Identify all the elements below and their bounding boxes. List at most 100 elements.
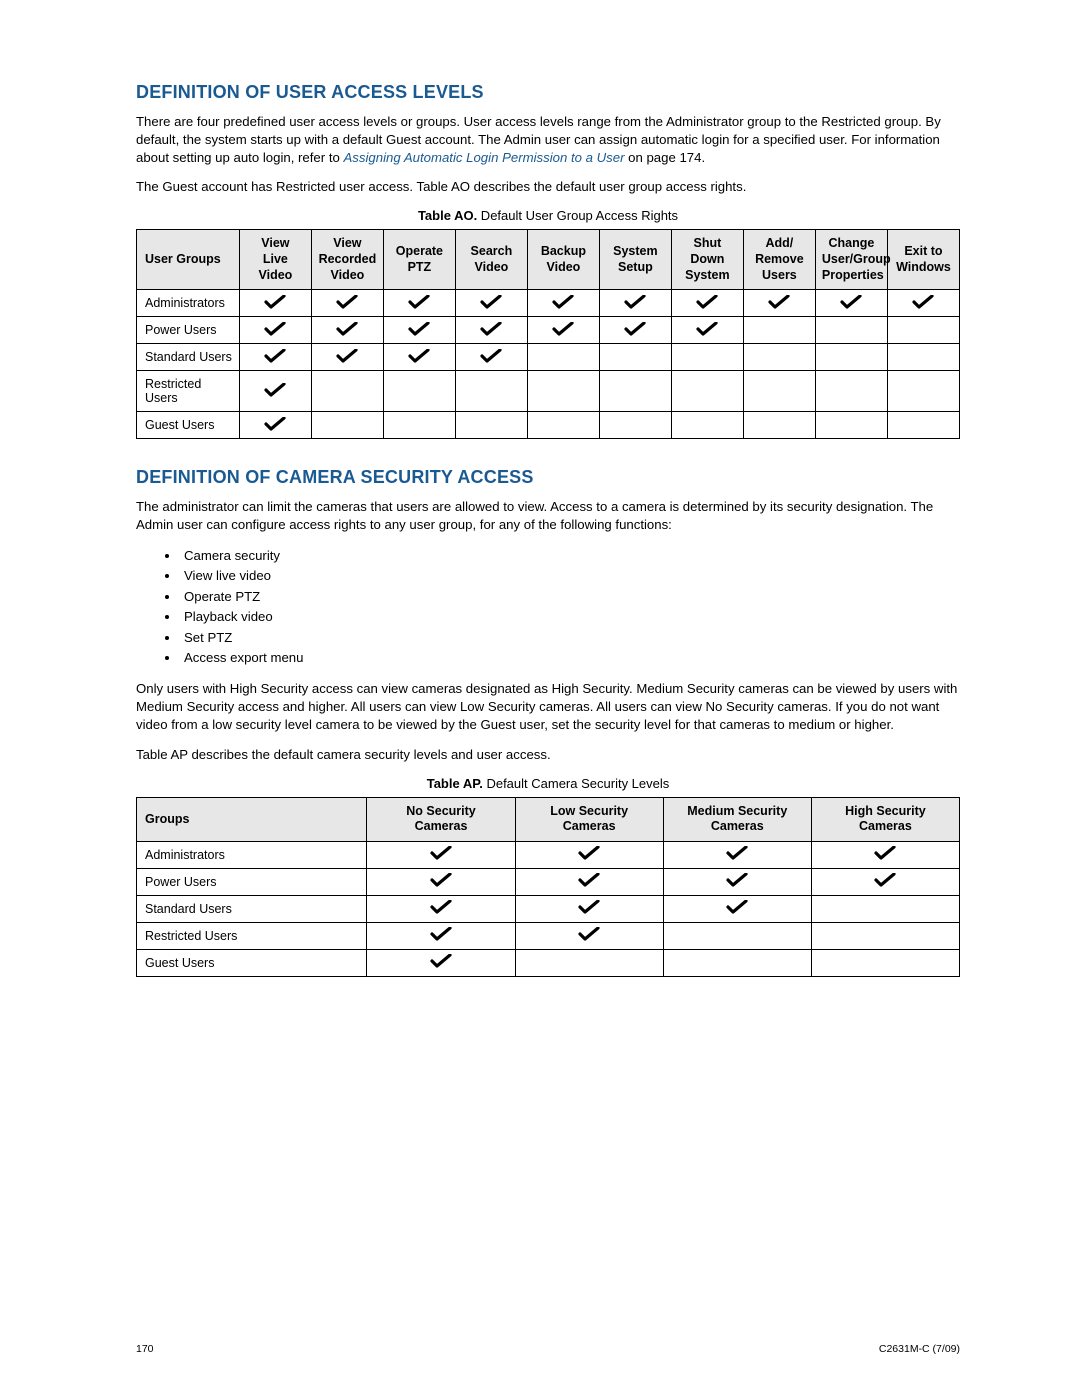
table-header: Groups xyxy=(137,797,367,841)
cell xyxy=(311,344,383,371)
checkmark-icon xyxy=(696,322,718,336)
cell xyxy=(239,412,311,439)
table-header: Low SecurityCameras xyxy=(515,797,663,841)
cell xyxy=(811,895,959,922)
cell xyxy=(311,290,383,317)
cell xyxy=(311,412,383,439)
table-row: Administrators xyxy=(137,841,960,868)
page-footer: 170 C2631M-C (7/09) xyxy=(136,1343,960,1355)
table-header: High SecurityCameras xyxy=(811,797,959,841)
checkmark-icon xyxy=(408,295,430,309)
list-item: Camera security xyxy=(180,546,960,566)
para-camera-intro: The administrator can limit the cameras … xyxy=(136,498,960,534)
table-row: Restricted Users xyxy=(137,922,960,949)
checkmark-icon xyxy=(408,322,430,336)
checkmark-icon xyxy=(264,295,286,309)
table-header: Medium SecurityCameras xyxy=(663,797,811,841)
row-label: Administrators xyxy=(137,841,367,868)
cell xyxy=(239,344,311,371)
cell xyxy=(367,895,515,922)
cell xyxy=(527,290,599,317)
cell xyxy=(367,841,515,868)
row-label: Administrators xyxy=(137,290,240,317)
link-auto-login[interactable]: Assigning Automatic Login Permission to … xyxy=(343,150,624,165)
checkmark-icon xyxy=(912,295,934,309)
table-row: Guest Users xyxy=(137,949,960,976)
checkmark-icon xyxy=(874,873,896,887)
cell xyxy=(239,371,311,412)
table-header: No SecurityCameras xyxy=(367,797,515,841)
footer-doc-id: C2631M-C (7/09) xyxy=(879,1343,960,1355)
checkmark-icon xyxy=(726,846,748,860)
row-label: Restricted Users xyxy=(137,371,240,412)
para-user-access-intro: There are four predefined user access le… xyxy=(136,113,960,166)
cell xyxy=(887,290,959,317)
cell xyxy=(887,371,959,412)
cell xyxy=(671,344,743,371)
checkmark-icon xyxy=(430,927,452,941)
cell xyxy=(455,317,527,344)
cell xyxy=(743,344,815,371)
cell xyxy=(455,371,527,412)
checkmark-icon xyxy=(768,295,790,309)
table-header: ChangeUser/GroupProperties xyxy=(815,230,887,290)
checkmark-icon xyxy=(874,846,896,860)
cell xyxy=(815,317,887,344)
checkmark-icon xyxy=(578,900,600,914)
cell xyxy=(515,922,663,949)
cell xyxy=(367,868,515,895)
cell xyxy=(671,412,743,439)
cell xyxy=(887,412,959,439)
cell xyxy=(811,841,959,868)
cell xyxy=(515,841,663,868)
cell xyxy=(663,895,811,922)
cell xyxy=(383,412,455,439)
cell xyxy=(599,412,671,439)
table-header: User Groups xyxy=(137,230,240,290)
row-label: Standard Users xyxy=(137,895,367,922)
cell xyxy=(815,371,887,412)
cell xyxy=(527,412,599,439)
checkmark-icon xyxy=(264,417,286,431)
cell xyxy=(383,317,455,344)
checkmark-icon xyxy=(264,349,286,363)
cell xyxy=(887,344,959,371)
checkmark-icon xyxy=(430,873,452,887)
table-user-access-rights: User GroupsViewLiveVideoViewRecordedVide… xyxy=(136,229,960,439)
cell xyxy=(599,371,671,412)
para-table-ap-intro: Table AP describes the default camera se… xyxy=(136,746,960,764)
checkmark-icon xyxy=(726,900,748,914)
table-ap-caption: Table AP. Default Camera Security Levels xyxy=(136,776,960,791)
row-label: Guest Users xyxy=(137,949,367,976)
para-guest-restricted: The Guest account has Restricted user ac… xyxy=(136,178,960,196)
cell xyxy=(527,317,599,344)
row-label: Guest Users xyxy=(137,412,240,439)
checkmark-icon xyxy=(578,873,600,887)
table-row: Power Users xyxy=(137,868,960,895)
checkmark-icon xyxy=(408,349,430,363)
cell xyxy=(599,290,671,317)
table-row: Standard Users xyxy=(137,895,960,922)
cell xyxy=(811,868,959,895)
checkmark-icon xyxy=(578,846,600,860)
cell xyxy=(743,371,815,412)
table-ap-caption-rest: Default Camera Security Levels xyxy=(483,776,669,791)
cell xyxy=(383,344,455,371)
table-row: Restricted Users xyxy=(137,371,960,412)
checkmark-icon xyxy=(552,322,574,336)
cell xyxy=(663,922,811,949)
checkmark-icon xyxy=(430,900,452,914)
cell xyxy=(455,344,527,371)
table-header: ShutDownSystem xyxy=(671,230,743,290)
cell xyxy=(663,841,811,868)
list-item: View live video xyxy=(180,566,960,586)
cell xyxy=(527,371,599,412)
cell xyxy=(515,895,663,922)
cell xyxy=(599,317,671,344)
cell xyxy=(811,949,959,976)
row-label: Standard Users xyxy=(137,344,240,371)
checkmark-icon xyxy=(480,295,502,309)
checkmark-icon xyxy=(264,383,286,397)
checkmark-icon xyxy=(578,927,600,941)
row-label: Restricted Users xyxy=(137,922,367,949)
